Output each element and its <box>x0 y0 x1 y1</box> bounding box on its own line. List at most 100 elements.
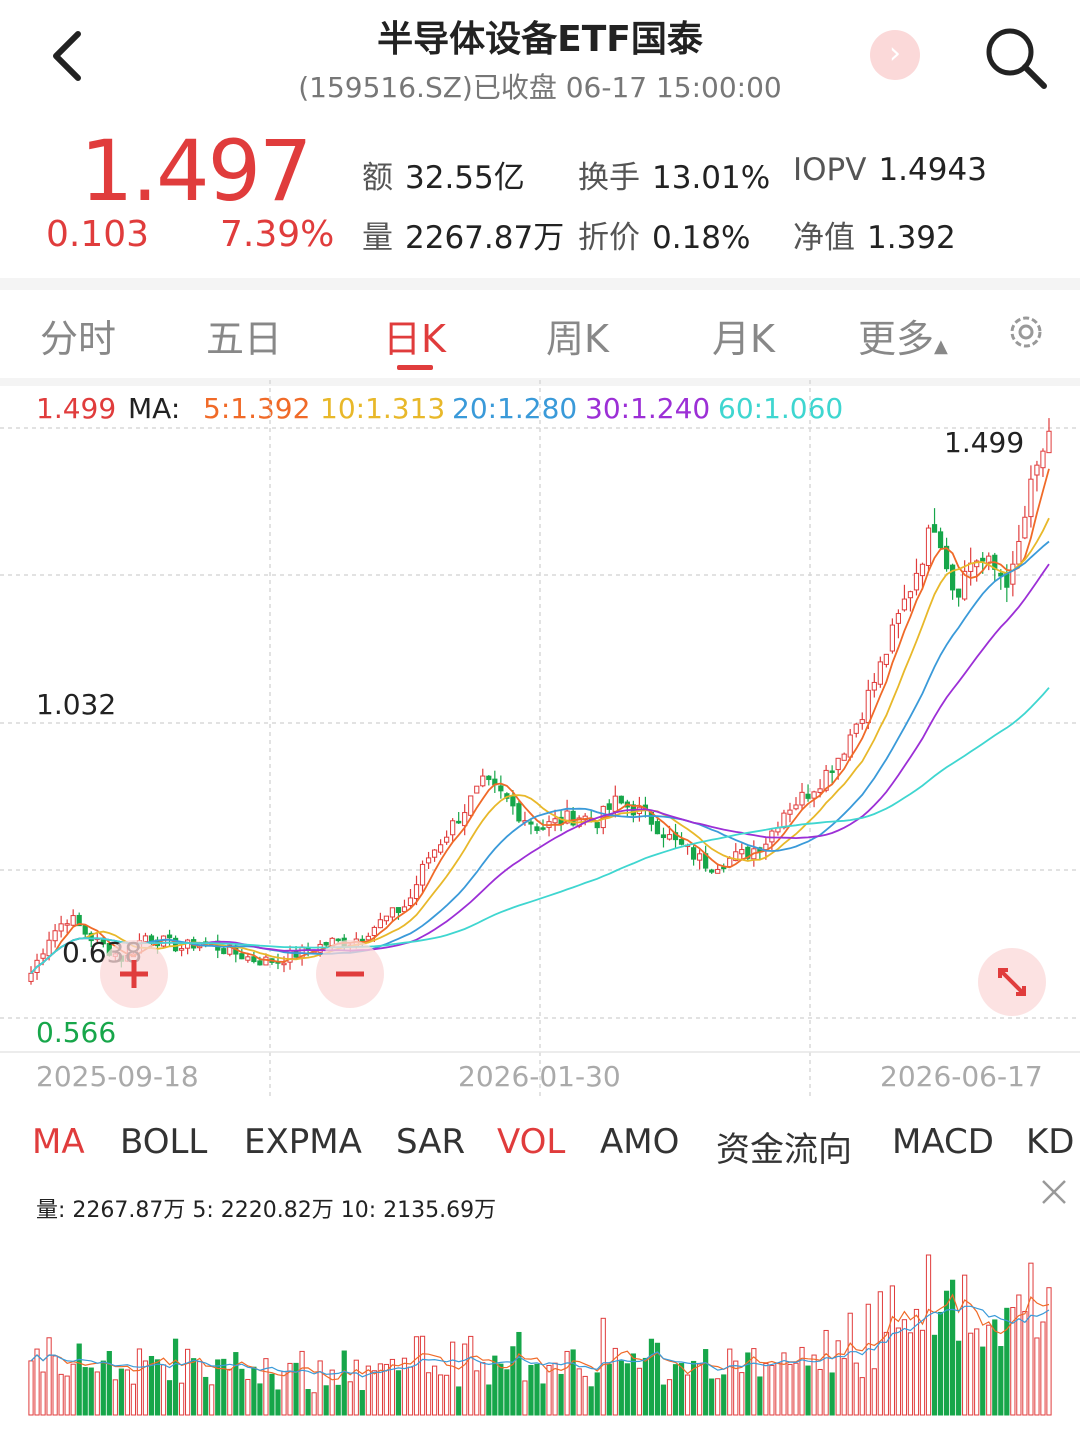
volume-bar <box>787 1363 793 1416</box>
volume-bar <box>775 1362 781 1416</box>
candle <box>76 914 82 927</box>
stat-nav: 净值 1.392 <box>793 220 956 256</box>
volume-bar <box>130 1383 137 1416</box>
volume-bar <box>769 1364 775 1416</box>
volume-bar <box>534 1363 540 1416</box>
expand-icon <box>998 968 1026 996</box>
volume-bar <box>986 1324 992 1416</box>
volume-bar <box>425 1372 432 1416</box>
stat-turnover: 换手 13.01% <box>578 160 771 196</box>
volume-bar <box>829 1372 835 1416</box>
candle <box>564 810 570 824</box>
volume-bar <box>34 1348 40 1416</box>
settings-gear-icon[interactable] <box>1004 310 1048 354</box>
candle <box>419 863 426 886</box>
candle <box>799 791 805 806</box>
volume-bar <box>353 1359 359 1416</box>
candle <box>227 944 233 955</box>
fullscreen-button[interactable] <box>978 948 1046 1016</box>
volume-bar <box>233 1352 239 1416</box>
date-label-end: 2026-06-17 <box>880 1060 1043 1093</box>
volume-bar <box>154 1359 161 1416</box>
indicator-ma[interactable]: MA <box>32 1122 85 1162</box>
indicator-vol[interactable]: VOL <box>497 1122 566 1162</box>
section-divider <box>0 278 1080 290</box>
volume-bar <box>323 1385 329 1416</box>
candle <box>895 613 902 624</box>
volume-bar <box>329 1369 335 1416</box>
candle <box>395 907 402 914</box>
volume-bar <box>58 1373 64 1416</box>
volume-bar <box>998 1346 1004 1416</box>
indicator-expma[interactable]: EXPMA <box>244 1122 362 1162</box>
candle <box>251 956 257 963</box>
volume-bar <box>871 1368 877 1416</box>
volume-bar <box>841 1358 847 1416</box>
volume-bar <box>636 1367 642 1416</box>
volume-bar <box>943 1290 950 1416</box>
close-icon[interactable] <box>1040 1178 1068 1206</box>
candle <box>709 869 715 873</box>
candle <box>980 557 986 562</box>
candle <box>919 563 926 577</box>
candle <box>1010 563 1016 585</box>
candle <box>64 923 70 926</box>
tab-five-day[interactable]: 五日 <box>206 317 283 361</box>
volume-bar <box>992 1319 998 1416</box>
tab-intraday[interactable]: 分时 <box>40 317 117 361</box>
tab-weekly-k[interactable]: 周K <box>546 317 609 361</box>
volume-bar <box>901 1319 908 1416</box>
volume-bar <box>142 1360 149 1416</box>
candle <box>281 962 287 966</box>
volume-bar <box>480 1362 486 1416</box>
candle <box>823 769 829 791</box>
volume-bar <box>684 1374 691 1416</box>
candle <box>739 849 745 855</box>
indicator-macd[interactable]: MACD <box>892 1122 994 1162</box>
volume-bar <box>745 1352 751 1416</box>
candle <box>263 956 269 966</box>
volume-bar <box>835 1340 841 1416</box>
candle <box>1034 464 1040 476</box>
volume-bar <box>883 1331 889 1416</box>
candle <box>817 788 823 793</box>
volume-bar <box>335 1384 341 1416</box>
tab-more[interactable]: 更多▲ <box>858 317 948 361</box>
candle <box>841 753 847 761</box>
volume-bar <box>287 1362 293 1416</box>
volume-bar <box>88 1367 94 1416</box>
candle <box>438 844 444 853</box>
indicator-capital-flow[interactable]: 资金流向 <box>716 1130 852 1170</box>
candle <box>697 853 703 861</box>
zoom-in-button[interactable] <box>100 940 168 1008</box>
tab-daily-k[interactable]: 日K <box>383 317 446 361</box>
volume-bar <box>612 1347 618 1416</box>
volume-bar <box>498 1363 504 1416</box>
indicator-boll[interactable]: BOLL <box>120 1122 208 1162</box>
next-stock-button[interactable]: › <box>870 30 920 80</box>
indicator-amo[interactable]: AMO <box>600 1122 680 1162</box>
candle <box>486 775 492 781</box>
volume-bar <box>895 1327 902 1416</box>
search-icon[interactable] <box>980 22 1050 92</box>
ma60-line <box>30 687 1050 974</box>
volume-bar <box>148 1355 155 1416</box>
volume-bar <box>588 1386 594 1416</box>
tab-monthly-k[interactable]: 月K <box>712 317 775 361</box>
indicator-sar[interactable]: SAR <box>396 1122 466 1162</box>
volume-bar <box>751 1348 757 1416</box>
back-arrow-icon[interactable] <box>40 26 100 86</box>
candle <box>359 938 365 942</box>
volume-bar <box>100 1360 106 1416</box>
volume-bar <box>968 1332 974 1416</box>
volume-bar <box>383 1363 390 1416</box>
candle <box>865 689 871 724</box>
volume-bar <box>486 1384 492 1416</box>
volume-bar <box>197 1361 203 1416</box>
volume-bar <box>317 1360 323 1416</box>
candle <box>931 524 938 533</box>
candle <box>690 847 697 860</box>
volume-bar <box>106 1351 112 1416</box>
zoom-out-button[interactable] <box>316 940 384 1008</box>
indicator-kd[interactable]: KD <box>1026 1122 1075 1162</box>
